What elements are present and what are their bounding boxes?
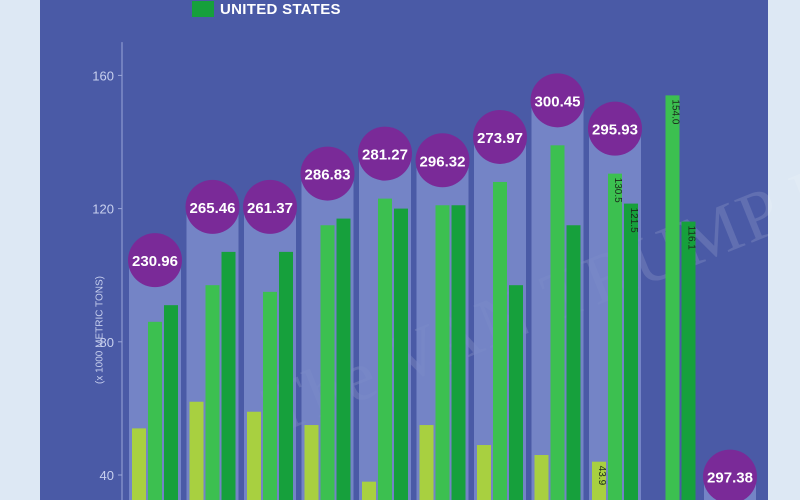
- bar-g3-s1: [320, 225, 335, 500]
- data-label-g9-s1: 154.0: [670, 99, 681, 124]
- y-tick-label-120: 120: [92, 202, 114, 217]
- total-bubble-6: [473, 109, 527, 164]
- total-bubble-3: [300, 146, 355, 201]
- bar-g3-s0: [304, 425, 319, 500]
- legend-swatch-united-states: [192, 1, 214, 17]
- bar-g5-s2: [451, 205, 466, 500]
- bar-g2-s1: [263, 291, 277, 500]
- bar-g9-s1: [665, 95, 680, 500]
- total-label-6: 273.97: [477, 130, 523, 147]
- legend-label-united-states: UNITED STATES: [220, 0, 341, 18]
- bar-g7-s0: [534, 455, 549, 500]
- data-label-g8-s2: 121.5: [628, 208, 639, 233]
- total-bubble-2: [243, 179, 297, 234]
- total-label-5: 296.32: [420, 153, 466, 170]
- bar-g4-s1: [378, 198, 392, 500]
- bar-g6-s0: [477, 445, 491, 500]
- data-label-g8-s0: 43.9: [596, 466, 607, 486]
- bar-g0-s1: [148, 321, 162, 500]
- bar-g2-s0: [247, 411, 261, 500]
- total-label-4: 281.27: [362, 147, 408, 164]
- bar-g1-s1: [205, 285, 220, 500]
- total-label-3: 286.83: [305, 167, 351, 184]
- bar-g5-s0: [419, 425, 434, 500]
- total-bubble-5: [415, 133, 470, 188]
- total-label-0: 230.96: [132, 253, 178, 270]
- bar-g6-s1: [493, 181, 507, 500]
- bar-g0-s0: [132, 428, 146, 500]
- bar-g8-s2: [624, 203, 638, 500]
- total-bubble-0: [128, 233, 182, 288]
- data-label-g9-s2: 116.1: [686, 226, 697, 251]
- bar-g9-s2: [681, 221, 696, 500]
- bar-g3-s2: [336, 218, 351, 500]
- total-bubble-7: [530, 73, 585, 128]
- total-label-8: 295.93: [592, 122, 638, 139]
- bar-g4-s2: [394, 208, 408, 500]
- data-label-g8-s1: 130.5: [612, 178, 623, 203]
- total-bubble-8: [588, 101, 642, 156]
- bar-g2-s2: [279, 251, 293, 500]
- bar-g5-s1: [435, 205, 450, 500]
- total-bubble-10: [703, 449, 757, 500]
- total-label-7: 300.45: [535, 93, 581, 110]
- y-tick-label-160: 160: [92, 68, 114, 83]
- legend: UNITED STATES: [192, 0, 341, 18]
- bar-g6-s2: [509, 285, 523, 500]
- bar-g1-s0: [189, 401, 204, 500]
- bar-chart: 40 80 120 160 230.96 265.46 261.37 286.83 281.27…: [92, 42, 757, 500]
- total-label-2: 261.37: [247, 200, 293, 217]
- y-tick-label-80: 80: [100, 335, 114, 350]
- bar-g4-s0: [362, 481, 376, 500]
- bar-g7-s2: [566, 225, 581, 500]
- bar-g8-s1: [608, 173, 622, 500]
- total-label-1: 265.46: [190, 200, 236, 217]
- y-tick-label-40: 40: [100, 468, 114, 483]
- chart-panel: UNITED STATES The VAN TRUMP Report (x 10…: [40, 0, 800, 500]
- bar-g7-s1: [550, 145, 565, 500]
- total-bubble-4: [358, 126, 412, 181]
- bar-g1-s2: [221, 251, 236, 500]
- total-label-10: 297.38: [707, 470, 753, 487]
- bar-g0-s2: [164, 305, 178, 500]
- bar-g8-s0: [592, 461, 606, 500]
- total-bubble-1: [185, 179, 240, 234]
